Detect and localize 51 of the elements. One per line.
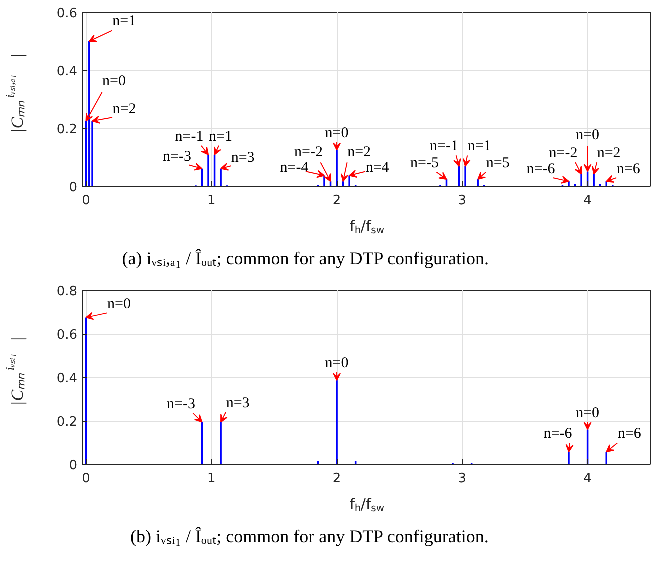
x-tick-label: 4 <box>584 194 592 208</box>
annotation: n=0 <box>576 128 600 144</box>
annotation: n=6 <box>616 162 641 178</box>
text: (a) iᵥₛᵢ,ₐ₁ / Îₒᵤₜ; common for any DTP configuration. <box>122 248 490 268</box>
annotation: n=1 <box>468 138 492 154</box>
annotation: n=-5 <box>410 156 439 172</box>
x-tick-label: 1 <box>208 194 216 208</box>
y-tick-label: 0.6 <box>56 328 78 343</box>
y-axis-title: |Cₘₙiᵥₛᵢ₁| <box>2 337 27 406</box>
x-tick-label: 0 <box>82 194 90 208</box>
y-tick-label: 0 <box>69 180 78 196</box>
annotation: n=1 <box>112 14 136 30</box>
y-tick-label: 0.6 <box>56 6 78 22</box>
annotation: n=0 <box>325 356 349 372</box>
annotation: n=0 <box>325 125 349 142</box>
annotation: n=0 <box>102 73 126 90</box>
annotation: n=-3 <box>167 396 196 412</box>
annotation: n=-1 <box>430 138 459 154</box>
annotation: n=0 <box>576 406 600 422</box>
x-tick-label: 1 <box>208 472 216 486</box>
y-tick-label: 0.8 <box>56 284 78 300</box>
annotation: n=0 <box>108 296 131 313</box>
annotation: n=5 <box>486 156 510 172</box>
x-tick-label: 4 <box>584 472 592 486</box>
x-tick-label: 2 <box>332 472 342 486</box>
x-tick-label: 3 <box>458 194 467 208</box>
annotation: n=3 <box>226 395 250 412</box>
annotation: n=1 <box>209 128 233 145</box>
annotation: n=-1 <box>175 128 204 145</box>
annotation: n=2 <box>348 144 372 161</box>
annotation: n=-6 <box>526 162 556 178</box>
annotation: n=-3 <box>163 148 192 165</box>
y-tick-label: 0 <box>69 458 78 474</box>
annotation: n=-4 <box>280 160 310 176</box>
annotation: n=-2 <box>549 145 578 162</box>
y-tick-label: 0.4 <box>56 372 78 386</box>
annotation: n=2 <box>112 101 136 118</box>
annotation: n=6 <box>618 426 642 442</box>
x-tick-label: 3 <box>458 472 467 486</box>
y-tick-label: 0.2 <box>56 122 78 138</box>
text: |Cₘₙiᵥₛᵢ,ₐ₁| <box>2 54 27 134</box>
annotation: n=-2 <box>294 144 324 161</box>
x-tick-label: 2 <box>332 194 342 208</box>
annotation: n=2 <box>597 145 621 162</box>
annotation: n=-6 <box>544 426 573 442</box>
text: (b) iᵥₛᵢ₁ / Îₒᵤₜ; common for any DTP configuration. <box>130 526 489 546</box>
annotation: n=4 <box>366 160 390 176</box>
annotation: n=3 <box>231 150 255 166</box>
x-tick-label: 0 <box>82 472 90 486</box>
y-tick-label: 0.2 <box>56 415 78 430</box>
y-tick-label: 0.4 <box>56 64 78 80</box>
